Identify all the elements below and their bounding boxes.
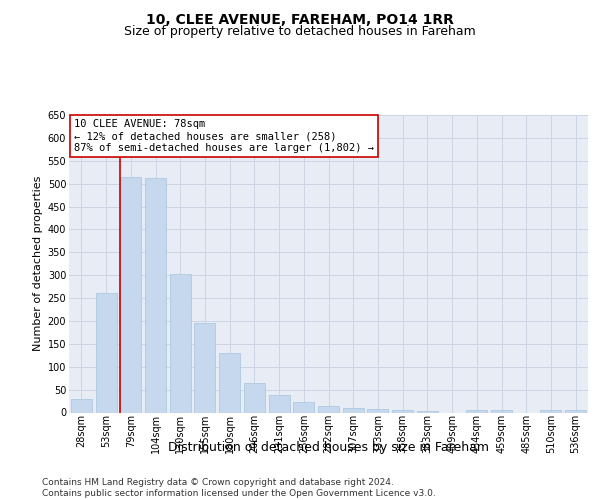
Bar [244, 383, 265, 412]
Bar [219, 353, 240, 412]
Bar [120, 177, 141, 412]
Text: Distribution of detached houses by size in Fareham: Distribution of detached houses by size … [168, 441, 490, 454]
Bar [367, 410, 388, 412]
Bar [417, 410, 438, 412]
Text: 10, CLEE AVENUE, FAREHAM, PO14 1RR: 10, CLEE AVENUE, FAREHAM, PO14 1RR [146, 12, 454, 26]
Bar [541, 410, 562, 412]
Bar [95, 292, 116, 412]
Text: Size of property relative to detached houses in Fareham: Size of property relative to detached ho… [124, 25, 476, 38]
Bar [565, 410, 586, 412]
Bar [318, 406, 339, 412]
Bar [194, 323, 215, 412]
Bar [269, 395, 290, 412]
Bar [293, 402, 314, 412]
Bar [466, 410, 487, 412]
Bar [145, 178, 166, 412]
Bar [343, 408, 364, 412]
Bar [170, 274, 191, 412]
Bar [392, 410, 413, 412]
Bar [491, 410, 512, 412]
Bar [71, 399, 92, 412]
Text: 10 CLEE AVENUE: 78sqm
← 12% of detached houses are smaller (258)
87% of semi-det: 10 CLEE AVENUE: 78sqm ← 12% of detached … [74, 120, 374, 152]
Y-axis label: Number of detached properties: Number of detached properties [34, 176, 43, 352]
Text: Contains HM Land Registry data © Crown copyright and database right 2024.
Contai: Contains HM Land Registry data © Crown c… [42, 478, 436, 498]
